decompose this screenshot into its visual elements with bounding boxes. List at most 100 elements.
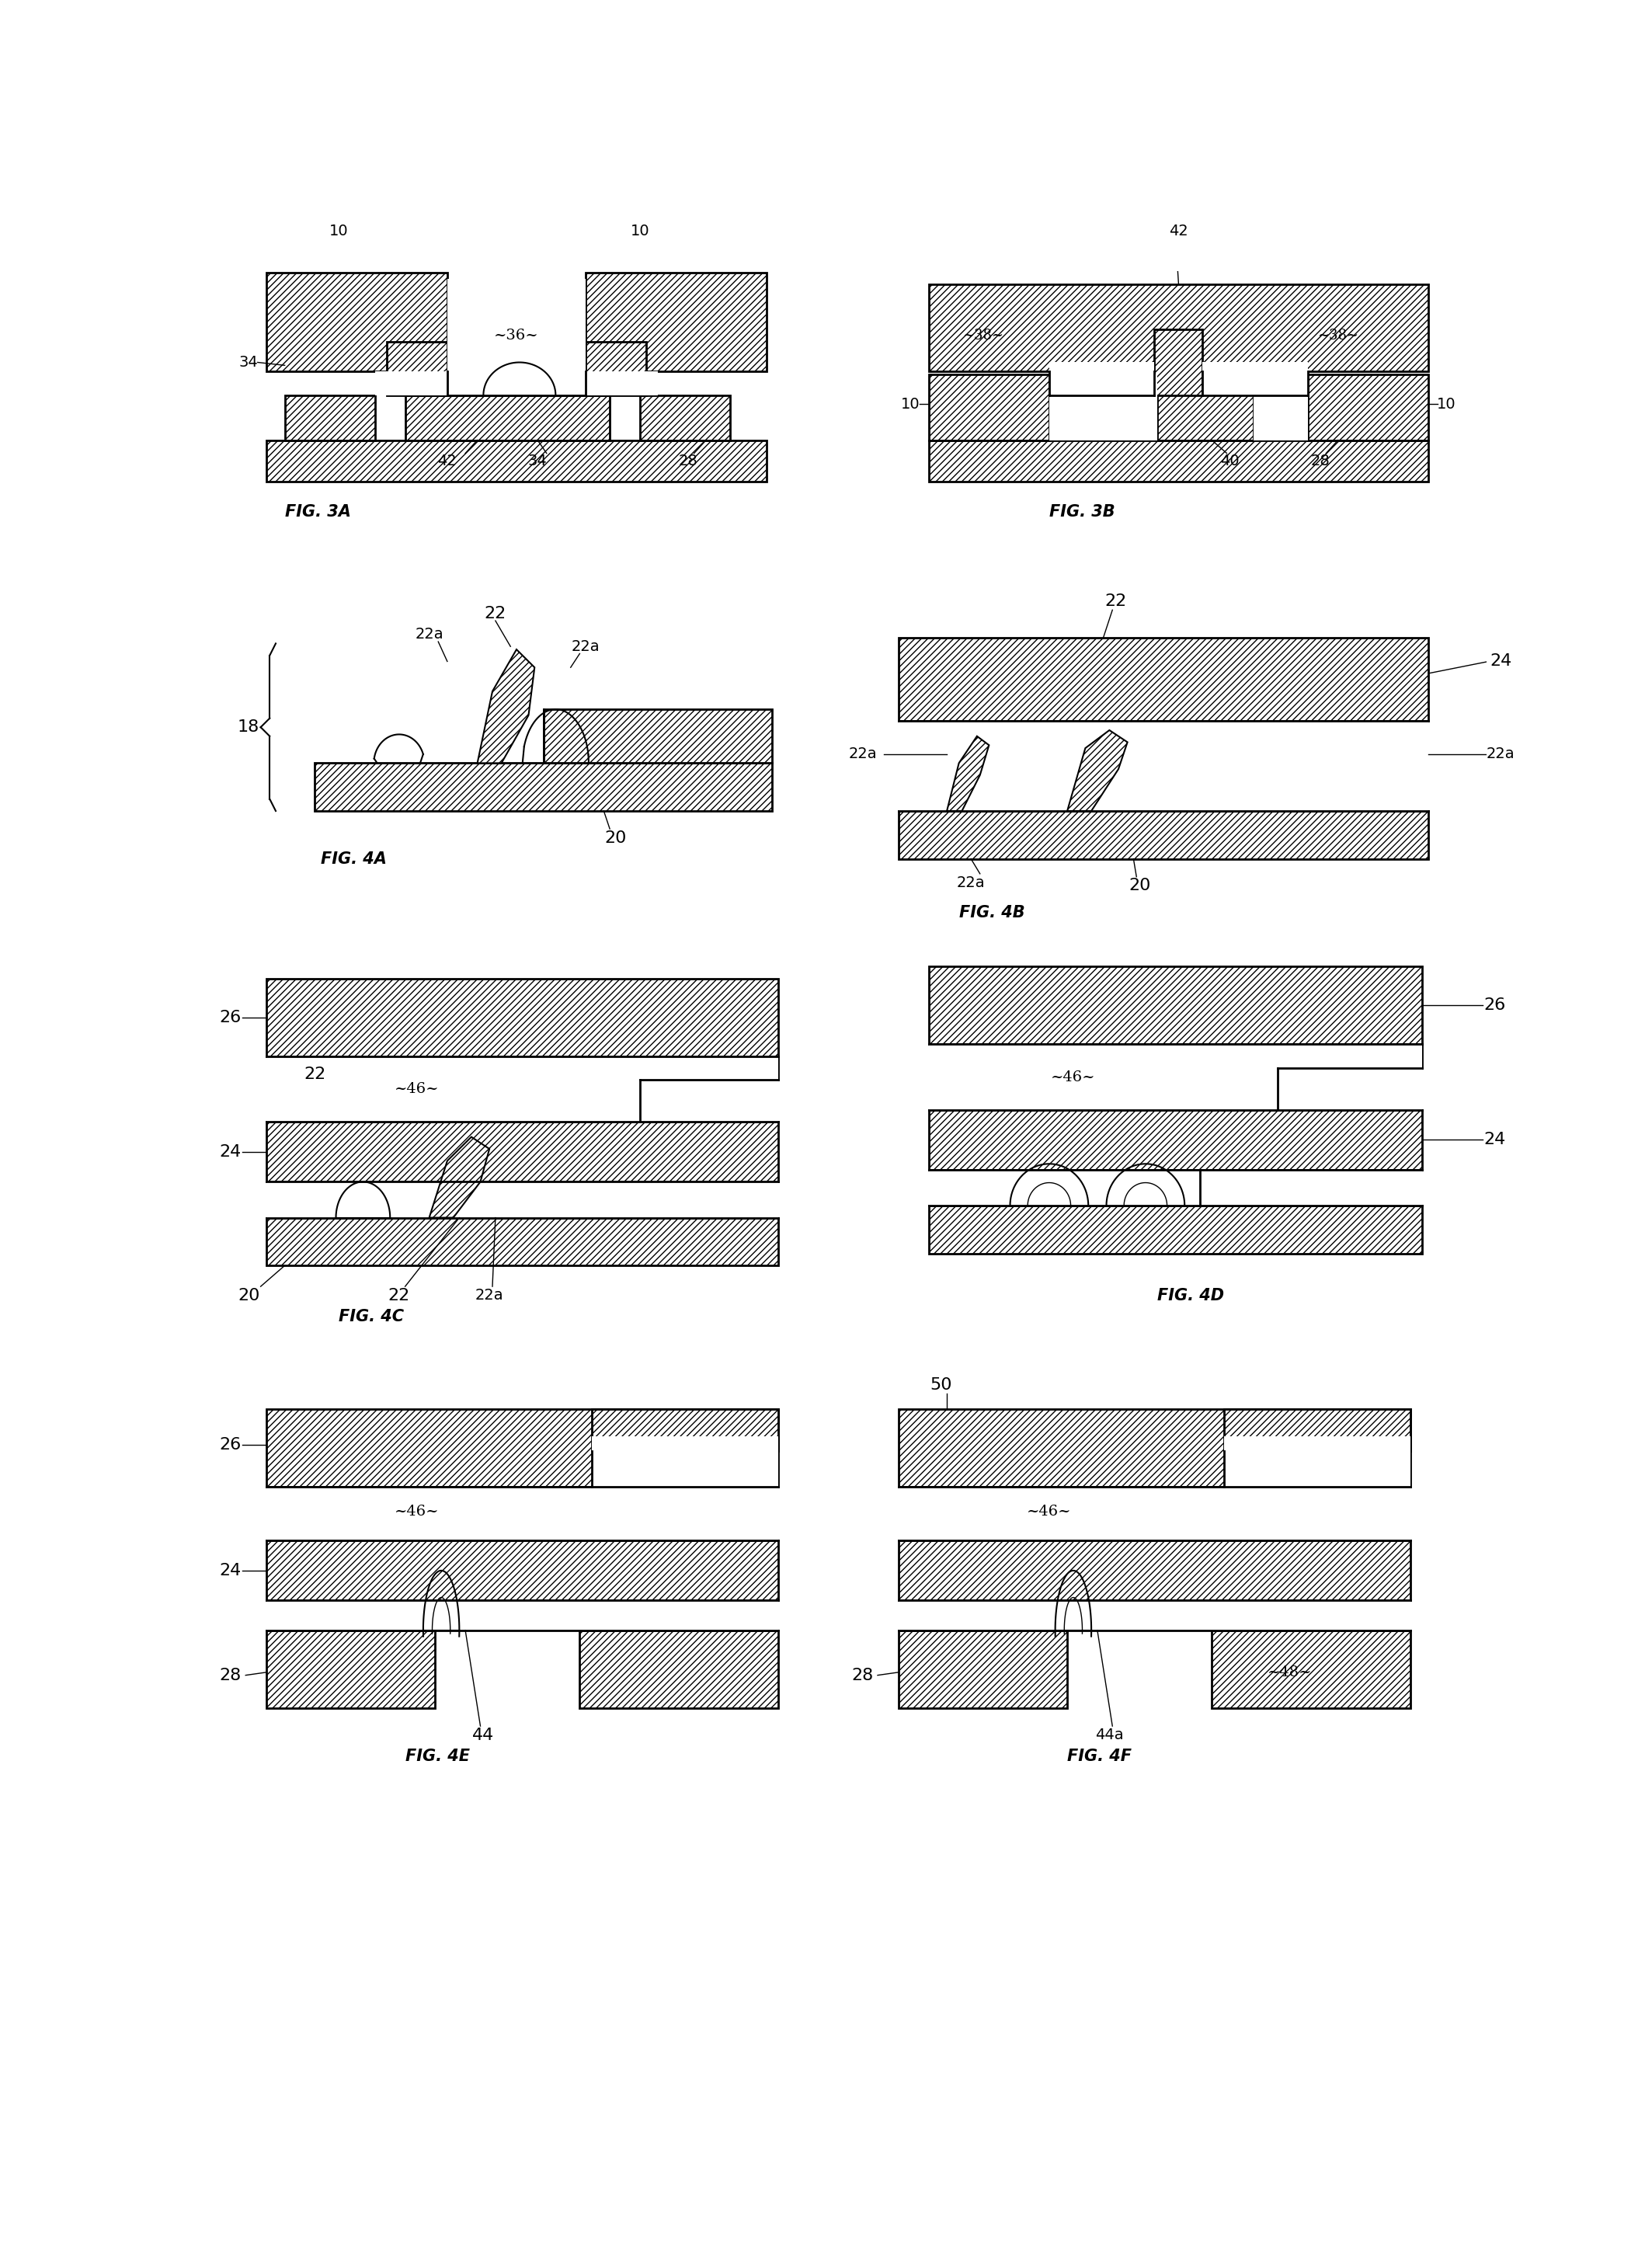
Bar [639,1056,778,1122]
Bar [899,722,1429,812]
Text: 28: 28 [852,1667,874,1683]
Bar [284,396,375,441]
Text: 26: 26 [220,1436,241,1452]
Text: 28: 28 [220,1667,241,1683]
Text: 24: 24 [1483,1133,1505,1147]
Bar [591,1409,778,1450]
Text: 22a: 22a [415,627,443,642]
Text: 42: 42 [438,455,458,468]
Bar [1158,373,1254,441]
Bar [899,1601,1411,1631]
Text: ~48~: ~48~ [1267,1665,1312,1678]
Bar [1279,1045,1422,1068]
Text: ~36~: ~36~ [494,328,539,342]
Bar [1224,1436,1411,1486]
Text: 22: 22 [484,606,507,622]
Text: FIG. 4B: FIG. 4B [958,905,1024,921]
Text: 18: 18 [238,719,259,735]
Text: 10: 10 [631,224,649,238]
Bar [639,396,730,441]
Text: ~46~: ~46~ [1028,1504,1072,1520]
Bar [266,1601,778,1631]
Bar [1199,1169,1422,1206]
Text: 20: 20 [1128,878,1150,893]
Bar [448,278,586,396]
Bar [1155,330,1203,396]
Bar [899,1486,1411,1540]
Text: 22a: 22a [476,1287,504,1303]
Text: FIG. 4E: FIG. 4E [405,1749,469,1764]
Text: 22a: 22a [849,746,877,762]
Bar [928,1169,1422,1206]
Text: 22a: 22a [957,875,985,891]
Bar [405,396,610,441]
Bar [1224,1409,1411,1450]
Bar [1203,362,1308,396]
Text: 10: 10 [1437,396,1455,412]
Bar [928,1045,1422,1111]
Bar [899,638,1429,722]
Bar [1308,373,1429,441]
Text: ~38~: ~38~ [963,328,1003,342]
Bar [928,285,1429,371]
Text: ~46~: ~46~ [395,1504,439,1520]
Polygon shape [477,649,535,762]
Text: ~46~: ~46~ [1051,1070,1095,1083]
Bar [266,1540,778,1601]
Text: 22a: 22a [1487,746,1515,762]
Text: FIG. 4F: FIG. 4F [1067,1749,1132,1764]
Text: ~46~: ~46~ [395,1081,439,1097]
Bar [899,1540,1411,1601]
Text: FIG. 4A: FIG. 4A [320,851,387,866]
Text: 28: 28 [1310,455,1330,468]
Text: 26: 26 [220,1009,241,1025]
Bar [544,710,773,762]
Text: 24: 24 [1490,654,1512,670]
Text: 44: 44 [472,1728,494,1742]
Bar [899,812,1429,860]
Text: FIG. 3A: FIG. 3A [284,504,350,520]
Bar [266,1486,778,1540]
Bar [586,274,767,371]
Text: 24: 24 [220,1145,241,1160]
Bar [580,1631,778,1708]
Text: 50: 50 [930,1378,952,1393]
Polygon shape [430,1138,489,1217]
Bar [316,762,773,812]
Text: 22: 22 [304,1065,325,1081]
Text: 20: 20 [605,830,626,846]
Bar [266,274,448,371]
Text: 22: 22 [1105,595,1127,608]
Bar [639,1056,778,1079]
Bar [266,1631,434,1708]
Bar [266,1056,778,1122]
Bar [266,441,767,482]
Bar [928,1206,1422,1253]
Bar [591,1436,778,1486]
Bar [266,1409,778,1486]
Text: 42: 42 [1170,224,1188,238]
Bar [266,1217,778,1264]
Bar [928,373,1049,441]
Text: 22a: 22a [572,640,600,654]
Text: FIG. 3B: FIG. 3B [1049,504,1115,520]
Bar [266,1181,778,1217]
Text: 26: 26 [1483,998,1505,1013]
Text: 22: 22 [388,1287,410,1303]
Bar [899,1631,1067,1708]
Bar [1211,1631,1411,1708]
Polygon shape [1067,731,1127,812]
Text: 34: 34 [240,355,258,369]
Text: 28: 28 [679,455,697,468]
Text: FIG. 4D: FIG. 4D [1158,1287,1224,1303]
Bar [1254,373,1308,441]
Bar [387,342,448,396]
Bar [586,342,646,396]
Text: 20: 20 [238,1287,259,1303]
Text: 34: 34 [529,455,547,468]
Text: 44a: 44a [1095,1728,1123,1742]
Bar [1049,373,1158,441]
Text: ~38~: ~38~ [1318,328,1358,342]
Text: 10: 10 [329,224,349,238]
Bar [928,966,1422,1045]
